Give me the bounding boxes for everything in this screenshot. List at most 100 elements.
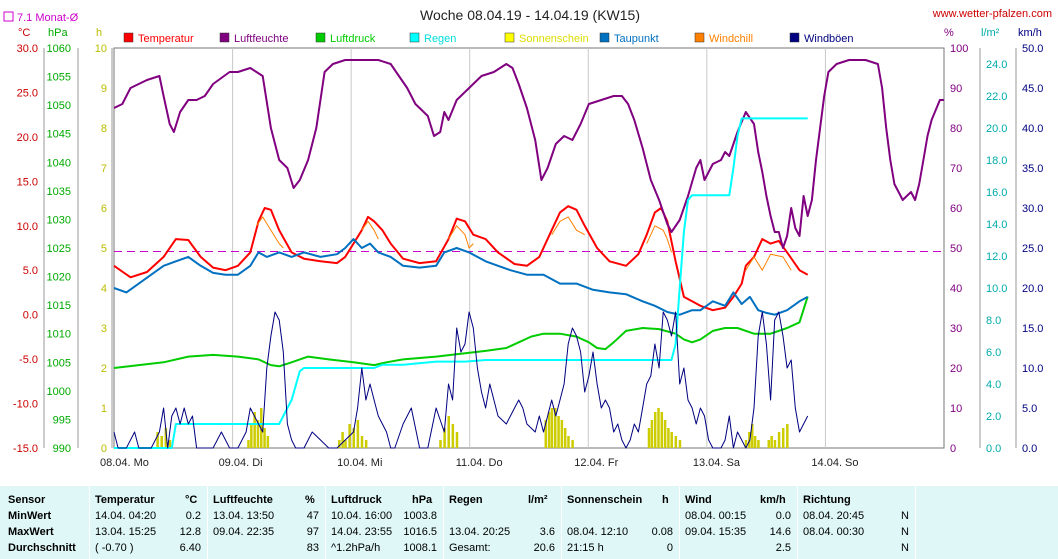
stats-cell-hum-t: 13.04. 13:50 — [213, 510, 275, 522]
series-windchill — [256, 216, 284, 249]
monthly-avg-label: 7.1 Monat-Ø — [17, 12, 79, 24]
tick-kmh: 40.0 — [1022, 123, 1043, 135]
stats-cell-sun-v: 0 — [666, 542, 673, 554]
sunshine-bar — [678, 440, 682, 448]
stats-cell-dir-t: 08.04. 00:30 — [803, 526, 865, 538]
tick-temp: 5.0 — [23, 265, 38, 277]
tick-h: 10 — [95, 43, 107, 55]
tick-pct: 80 — [950, 123, 962, 135]
tick-pct: 50 — [950, 243, 962, 255]
series-windchill — [646, 225, 672, 253]
tick-kmh: 25.0 — [1022, 243, 1043, 255]
tick-temp: 0.0 — [23, 310, 38, 322]
sunshine-bar — [781, 428, 785, 448]
sunshine-bar — [256, 420, 260, 448]
sunshine-bar — [674, 436, 678, 448]
tick-pct: 40 — [950, 283, 962, 295]
tick-hpa: 1010 — [47, 329, 71, 341]
legend-swatch — [409, 32, 420, 43]
sunshine-bar — [770, 436, 773, 448]
stats-cell-label: Durchschnitt — [8, 542, 76, 554]
unit-kmh: km/h — [1018, 27, 1042, 39]
tick-hpa: 1040 — [47, 157, 71, 169]
tick-hpa: 1030 — [47, 214, 71, 226]
sunshine-bar — [650, 420, 654, 448]
sunshine-bar — [557, 416, 560, 448]
tick-lm2: 12.0 — [986, 251, 1007, 263]
legend-label: Windböen — [804, 33, 854, 45]
tick-lm2: 2.0 — [986, 411, 1001, 423]
stats-cell-rain-t: 13.04. 20:25 — [449, 526, 511, 538]
tick-day: 11.04. Do — [456, 457, 503, 469]
site-link[interactable]: www.wetter-pfalzen.com — [932, 8, 1052, 20]
sunshine-bar — [773, 440, 777, 448]
sunshine-bar — [164, 428, 168, 448]
sunshine-bar — [753, 436, 757, 448]
plot-area — [113, 47, 945, 449]
stats-cell-temp-v: 12.8 — [179, 526, 201, 538]
legend-label: Temperatur — [138, 33, 194, 45]
tick-pct: 60 — [950, 203, 962, 215]
legend-label: Regen — [424, 33, 456, 45]
sunshine-bar — [447, 416, 450, 448]
tick-kmh: 35.0 — [1022, 163, 1043, 175]
stats-cell-dir-t: 08.04. 20:45 — [803, 510, 865, 522]
stats-cell-temp-t: ( -0.70 ) — [95, 542, 134, 554]
sunshine-bar — [647, 428, 651, 448]
tick-hpa: 1000 — [47, 386, 71, 398]
sunshine-bar — [266, 436, 270, 448]
tick-pct: 70 — [950, 163, 962, 175]
tick-day: 13.04. Sa — [693, 457, 741, 469]
stats-cell-hum-v: 47 — [306, 510, 319, 522]
stats-cell-wind-v: 14.6 — [769, 526, 791, 538]
legend-label: Taupunkt — [614, 33, 659, 45]
series-luftfeuchte — [113, 59, 944, 249]
tick-hpa: 995 — [53, 414, 71, 426]
legend-label: Windchill — [709, 33, 753, 45]
stats-cell-wind-v: 0.0 — [775, 510, 791, 522]
sunshine-bar — [544, 420, 548, 448]
tick-h: 6 — [101, 203, 107, 215]
tick-hpa: 1060 — [47, 43, 71, 55]
unit-lm2: l/m² — [981, 27, 1000, 39]
sunshine-bar — [547, 412, 551, 448]
sunshine-bar — [657, 408, 660, 448]
unit-temp: °C — [18, 27, 30, 39]
stats-header-press-unit: hPa — [412, 494, 433, 506]
tick-lm2: 16.0 — [986, 187, 1007, 199]
tick-hpa: 1055 — [47, 72, 71, 84]
series-regen — [114, 117, 808, 449]
sunshine-bar — [744, 440, 748, 448]
tick-kmh: 20.0 — [1022, 283, 1043, 295]
tick-day: 10.04. Mi — [337, 457, 382, 469]
tick-kmh: 5.0 — [1022, 403, 1037, 415]
series-windchill — [745, 253, 792, 271]
tick-lm2: 20.0 — [986, 123, 1007, 135]
tick-lm2: 0.0 — [986, 443, 1001, 455]
legend-swatch — [219, 32, 230, 43]
unit-pct: % — [944, 27, 954, 39]
tick-kmh: 50.0 — [1022, 43, 1043, 55]
sunshine-bar — [168, 440, 172, 448]
tick-hpa: 1020 — [47, 272, 71, 284]
tick-h: 5 — [101, 243, 107, 255]
stats-header-rain-unit: l/m² — [528, 494, 548, 506]
tick-lm2: 14.0 — [986, 219, 1007, 231]
tick-hpa: 1035 — [47, 186, 71, 198]
tick-pct: 30 — [950, 323, 962, 335]
tick-kmh: 30.0 — [1022, 203, 1043, 215]
tick-hpa: 1045 — [47, 129, 71, 141]
sunshine-bar — [156, 432, 159, 448]
tick-kmh: 0.0 — [1022, 443, 1037, 455]
chart-legend: Temperatur Luftfeuchte Luftdruck Regen Sonne… — [123, 32, 854, 45]
sunshine-bar — [356, 420, 360, 448]
sunshine-bar — [757, 440, 760, 448]
stats-header-wind: Wind — [685, 494, 712, 506]
tick-temp: 20.0 — [17, 132, 38, 144]
tick-kmh: 10.0 — [1022, 363, 1043, 375]
unit-h: h — [96, 27, 102, 39]
sunshine-bar — [567, 436, 570, 448]
sunshine-bar — [777, 432, 781, 448]
stats-cell-temp-t: 14.04. 04:20 — [95, 510, 157, 522]
tick-hpa: 1005 — [47, 357, 71, 369]
